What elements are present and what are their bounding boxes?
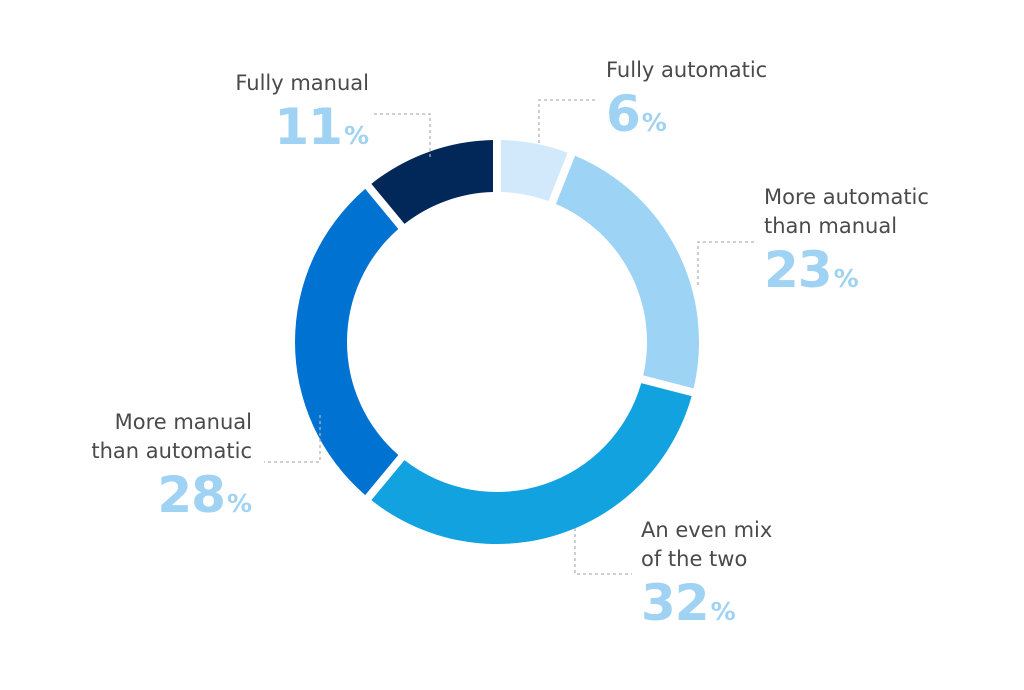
label-even-mix: An even mix of the two 32% bbox=[641, 516, 772, 639]
label-more-manual-line-1: More manual bbox=[114, 410, 252, 434]
leader-line-more-automatic bbox=[697, 241, 754, 285]
leader-line-fully-automatic bbox=[538, 99, 596, 143]
label-even-mix-line-2: of the two bbox=[641, 547, 748, 571]
leader-line-fully-manual bbox=[374, 113, 431, 157]
slice-fully-automatic bbox=[500, 140, 568, 202]
value-fully-automatic: 6% bbox=[606, 87, 767, 150]
label-more-automatic-line-1: More automatic bbox=[764, 185, 929, 209]
value-more-manual-number: 28 bbox=[157, 466, 226, 524]
label-fully-automatic: Fully automatic 6% bbox=[606, 56, 767, 150]
slice-more-manual-than-automatic bbox=[295, 188, 399, 496]
label-more-automatic: More automatic than manual 23% bbox=[764, 183, 929, 306]
label-more-manual-line-2: than automatic bbox=[91, 439, 252, 463]
label-more-automatic-line-2: than manual bbox=[764, 214, 898, 238]
percent-sign: % bbox=[710, 597, 736, 626]
label-fully-manual: Fully manual 11% bbox=[235, 69, 369, 163]
label-even-mix-line-1: An even mix bbox=[641, 518, 773, 542]
slice-fully-manual bbox=[371, 140, 494, 224]
slice-more-automatic-than-manual bbox=[555, 155, 699, 389]
slice-an-even-mix-of-the-two bbox=[371, 383, 692, 544]
percent-sign: % bbox=[343, 121, 369, 150]
value-fully-manual-number: 11 bbox=[274, 98, 343, 156]
percent-sign: % bbox=[641, 108, 667, 137]
value-more-manual: 28% bbox=[91, 468, 252, 531]
leader-line-more-manual bbox=[264, 415, 321, 463]
percent-sign: % bbox=[226, 489, 252, 518]
label-more-manual: More manual than automatic 28% bbox=[91, 408, 252, 531]
value-more-automatic: 23% bbox=[764, 243, 929, 306]
value-even-mix-number: 32 bbox=[641, 574, 710, 632]
value-fully-manual: 11% bbox=[235, 100, 369, 163]
label-fully-manual-line-1: Fully manual bbox=[235, 71, 369, 95]
value-more-automatic-number: 23 bbox=[764, 241, 833, 299]
percent-sign: % bbox=[833, 264, 859, 293]
value-fully-automatic-number: 6 bbox=[606, 85, 641, 143]
value-even-mix: 32% bbox=[641, 576, 772, 639]
label-fully-automatic-line-1: Fully automatic bbox=[606, 58, 768, 82]
leader-line-even-mix bbox=[574, 528, 632, 575]
